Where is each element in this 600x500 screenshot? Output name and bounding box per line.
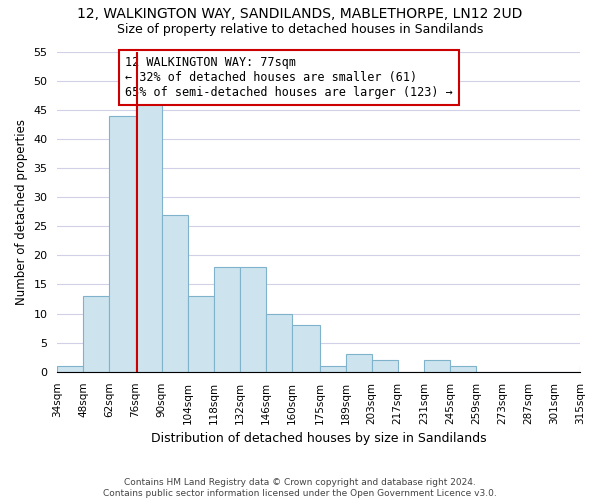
Bar bbox=[214, 267, 239, 372]
Bar bbox=[239, 267, 266, 372]
Bar bbox=[266, 314, 292, 372]
Bar bbox=[320, 366, 346, 372]
Text: 12 WALKINGTON WAY: 77sqm
← 32% of detached houses are smaller (61)
65% of semi-d: 12 WALKINGTON WAY: 77sqm ← 32% of detach… bbox=[125, 56, 453, 100]
Bar bbox=[109, 116, 136, 372]
Bar bbox=[188, 296, 214, 372]
X-axis label: Distribution of detached houses by size in Sandilands: Distribution of detached houses by size … bbox=[151, 432, 487, 445]
Bar bbox=[424, 360, 450, 372]
Bar bbox=[450, 366, 476, 372]
Bar bbox=[346, 354, 372, 372]
Text: 12, WALKINGTON WAY, SANDILANDS, MABLETHORPE, LN12 2UD: 12, WALKINGTON WAY, SANDILANDS, MABLETHO… bbox=[77, 8, 523, 22]
Bar bbox=[372, 360, 398, 372]
Bar bbox=[136, 104, 161, 372]
Text: Contains HM Land Registry data © Crown copyright and database right 2024.
Contai: Contains HM Land Registry data © Crown c… bbox=[103, 478, 497, 498]
Y-axis label: Number of detached properties: Number of detached properties bbox=[15, 118, 28, 304]
Text: Size of property relative to detached houses in Sandilands: Size of property relative to detached ho… bbox=[117, 22, 483, 36]
Bar bbox=[292, 325, 320, 372]
Bar bbox=[83, 296, 109, 372]
Bar bbox=[580, 366, 600, 372]
Bar bbox=[161, 214, 188, 372]
Bar bbox=[58, 366, 83, 372]
